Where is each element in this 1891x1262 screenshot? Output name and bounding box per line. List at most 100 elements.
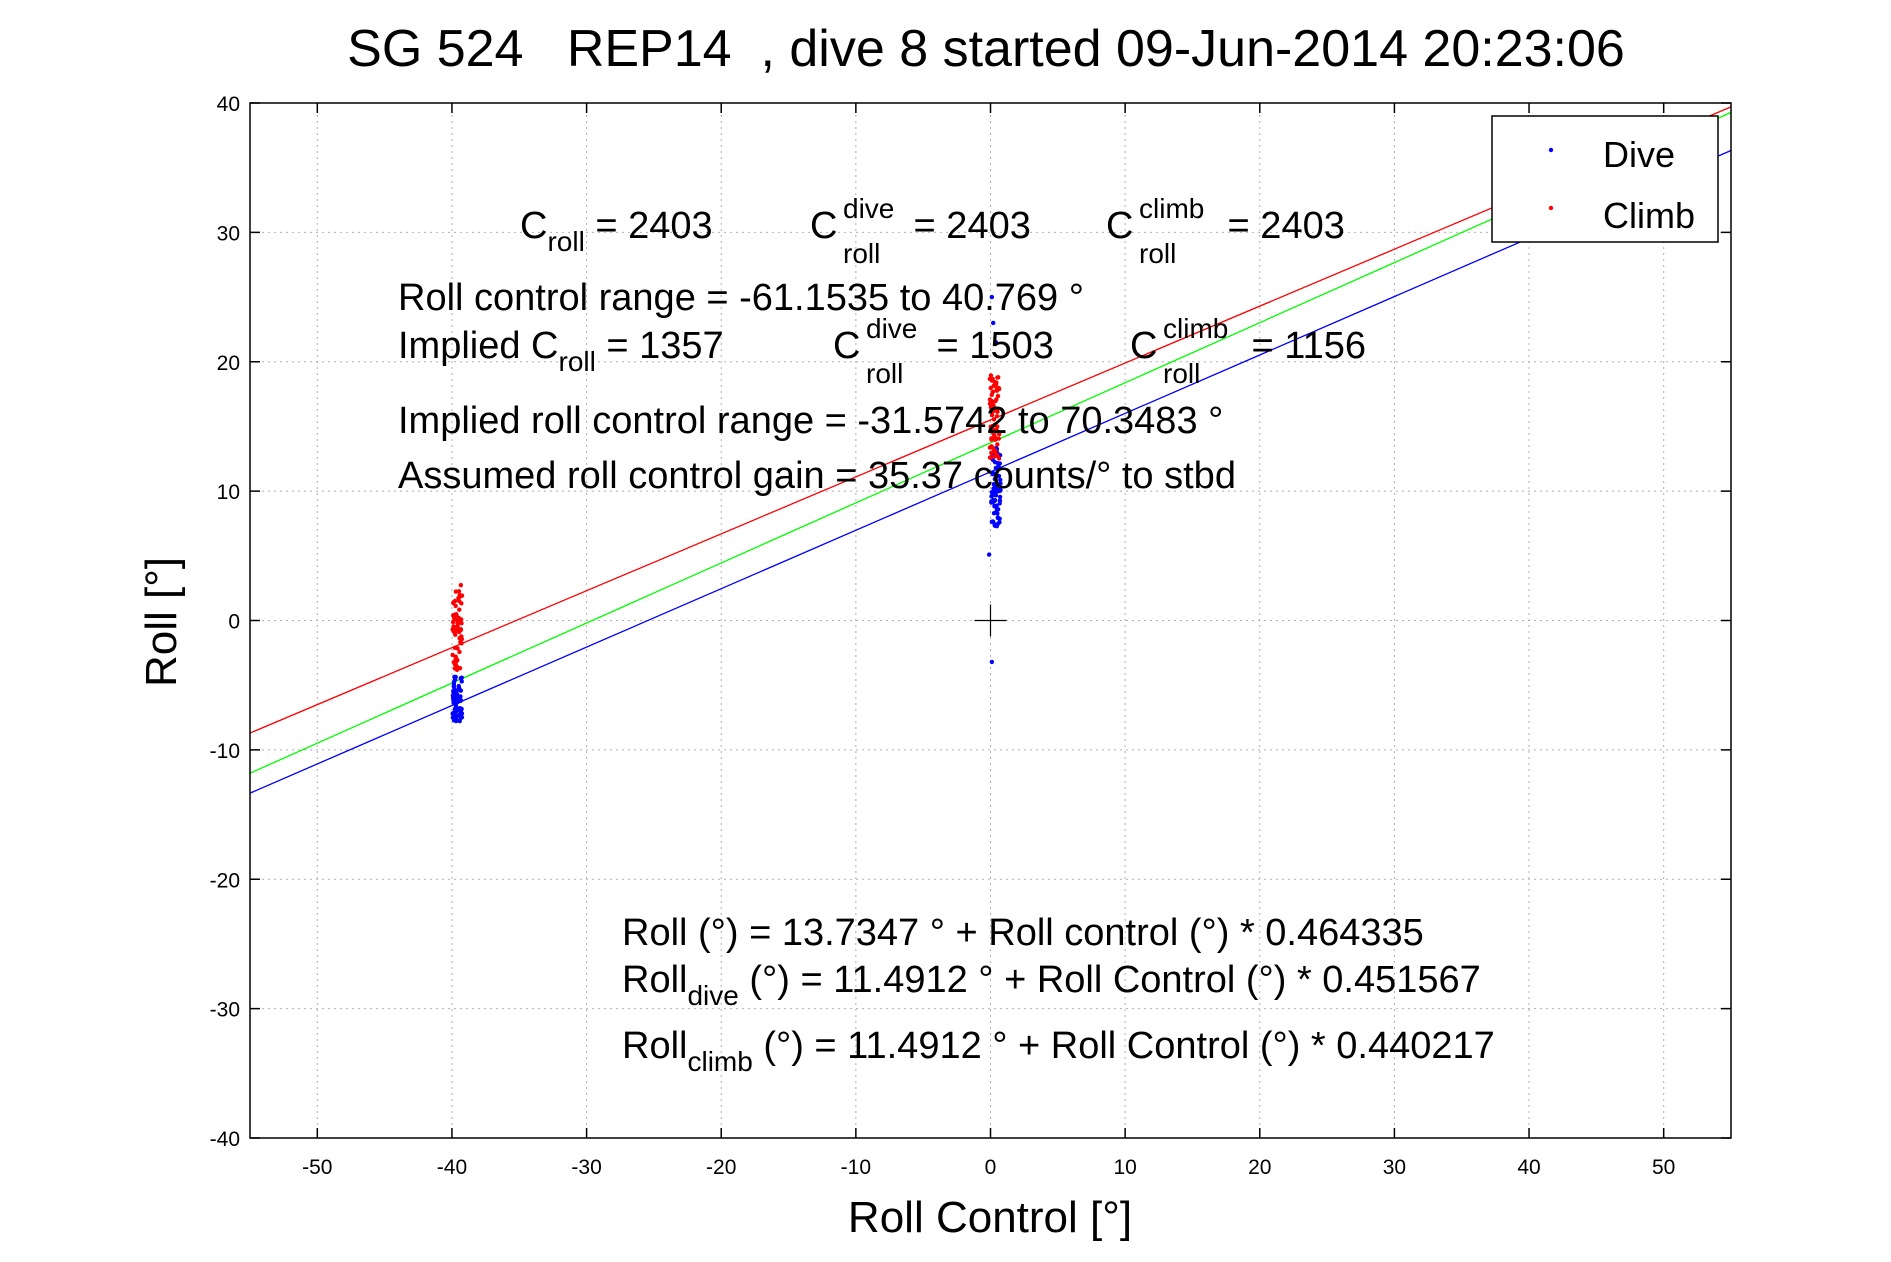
x-tick-label: 10 (1113, 1156, 1136, 1179)
data-point (994, 488, 999, 494)
data-point (989, 494, 994, 499)
data-point (993, 449, 998, 455)
data-point (993, 398, 998, 404)
data-point (450, 696, 456, 701)
data-points (450, 294, 1003, 724)
x-tick-label: -20 (706, 1156, 736, 1179)
data-point (453, 654, 458, 659)
y-tick-label: 20 (217, 352, 240, 375)
y-tick-label: -10 (210, 740, 240, 763)
data-point (454, 691, 460, 697)
assumed-gain-text: Assumed roll control gain = 35.37 counts… (398, 455, 1236, 497)
x-tick-label: 40 (1517, 1156, 1540, 1179)
data-point (459, 621, 464, 626)
data-point (988, 427, 994, 433)
data-point (992, 380, 998, 385)
data-point (451, 690, 456, 695)
chart-title: SG 524 REP14 , dive 8 started 09-Jun-201… (347, 20, 1625, 78)
data-point (990, 409, 995, 414)
fit-all-equation: Roll (°) = 13.7347 ° + Roll control (°) … (622, 912, 1424, 954)
legend-box (1491, 115, 1719, 243)
data-point (994, 414, 1000, 419)
data-point (458, 639, 463, 645)
data-point (453, 708, 458, 713)
fit-line (249, 149, 1732, 794)
y-tick-label: 30 (217, 222, 240, 245)
y-tick-label: 10 (217, 481, 240, 504)
data-point (457, 713, 463, 718)
legend-climb-marker (1548, 205, 1554, 211)
legend-dive-marker (1548, 147, 1554, 153)
data-point (458, 697, 464, 703)
data-point (989, 412, 995, 418)
data-point (994, 507, 1000, 512)
implied-c-roll-annotation: Implied Croll = 1357 (398, 325, 724, 377)
data-point (454, 696, 459, 702)
data-point (457, 629, 462, 635)
data-point (990, 470, 995, 475)
data-point (454, 613, 459, 618)
fit-climb-equation: Rollclimb (°) = 11.4912 ° + Roll Control… (622, 1025, 1495, 1077)
x-tick-label: 20 (1248, 1156, 1271, 1179)
data-point (457, 607, 462, 612)
fit-lines (249, 106, 1732, 794)
data-point (993, 465, 999, 471)
data-point (457, 592, 462, 598)
legend-climb-label: Climb (1603, 195, 1695, 236)
data-point (995, 409, 1000, 414)
data-point (995, 521, 1001, 526)
data-point (996, 456, 1002, 461)
data-point (989, 294, 995, 300)
x-axis-label: Roll Control [°] (848, 1193, 1132, 1242)
x-tick-label: -40 (437, 1156, 467, 1179)
data-point (453, 603, 458, 609)
data-point (995, 515, 1001, 520)
x-tick-label: 30 (1383, 1156, 1406, 1179)
y-axis-label: Roll [°] (137, 557, 186, 687)
legend-dive-label: Dive (1603, 134, 1675, 175)
data-point (998, 481, 1003, 486)
fit-line (249, 106, 1732, 734)
data-point (996, 473, 1002, 479)
data-point (995, 511, 1000, 516)
data-point (453, 632, 458, 637)
y-tick-label: -30 (210, 999, 240, 1022)
data-point (456, 589, 462, 594)
data-point (457, 718, 462, 724)
legend: Dive Climb (1491, 115, 1719, 243)
data-point (991, 481, 997, 487)
x-tick-label: -50 (302, 1156, 332, 1179)
data-point (989, 403, 994, 408)
data-point (992, 422, 997, 428)
data-point (459, 617, 464, 622)
data-point (451, 600, 456, 605)
data-point (457, 636, 462, 641)
data-point (454, 658, 460, 663)
data-point (989, 444, 994, 449)
y-ticks: -40 -30 -20 -10 0 10 20 30 40 (210, 93, 1731, 1151)
data-point (989, 398, 994, 404)
data-point (997, 501, 1002, 506)
data-point (988, 385, 993, 391)
data-point (998, 477, 1003, 483)
x-tick-label: 50 (1652, 1156, 1675, 1179)
data-point (458, 582, 464, 588)
data-point (992, 523, 998, 528)
data-point (991, 417, 997, 422)
data-point (457, 665, 463, 671)
fit-line (249, 111, 1732, 774)
data-point (996, 375, 1001, 380)
data-point (987, 455, 993, 460)
data-point (996, 385, 1002, 391)
y-tick-label: 0 (228, 611, 240, 634)
data-point (986, 552, 992, 557)
data-point (451, 682, 457, 687)
data-point (455, 646, 460, 651)
data-point (992, 429, 997, 434)
data-point (989, 436, 994, 441)
data-point (990, 519, 996, 524)
data-point (453, 716, 459, 721)
